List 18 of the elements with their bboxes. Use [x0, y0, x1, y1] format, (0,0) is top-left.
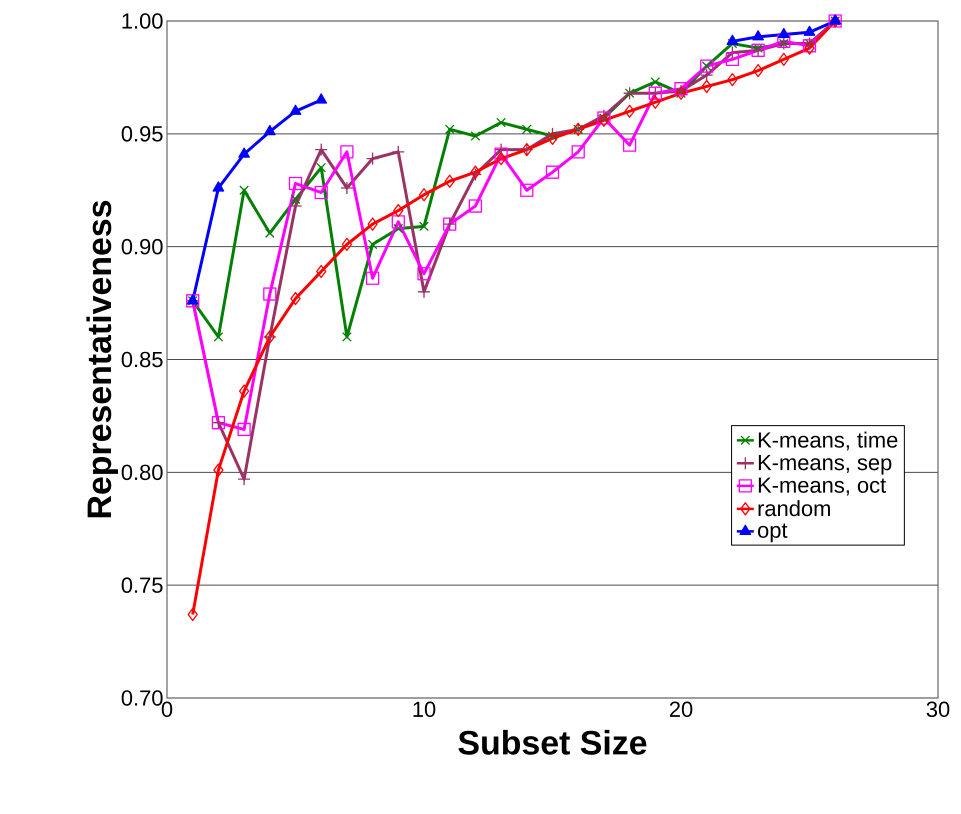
legend-label: random	[758, 500, 830, 516]
y-tick-label: 0.70	[122, 690, 163, 706]
x-tick-label: 20	[670, 702, 692, 718]
legend-label: K-means, sep	[758, 455, 892, 475]
y-tick-label: 0.80	[122, 464, 163, 480]
legend-label: K-means, oct	[758, 478, 886, 496]
legend-label: opt	[758, 523, 788, 542]
y-tick-label: 0.85	[122, 352, 163, 368]
x-tick-label: 0	[162, 702, 172, 718]
x-tick-label: 10	[413, 702, 436, 718]
legend-label: K-means, time	[758, 432, 898, 450]
y-tick-label: 0.95	[122, 126, 163, 142]
y-tick-label: 0.90	[122, 238, 163, 254]
y-tick-label: 0.75	[122, 577, 163, 593]
x-axis-title: Subset Size	[458, 730, 646, 755]
y-tick-label: 1.00	[122, 13, 163, 29]
y-axis-title: Representativeness	[86, 200, 118, 518]
x-tick-label: 30	[926, 702, 950, 718]
